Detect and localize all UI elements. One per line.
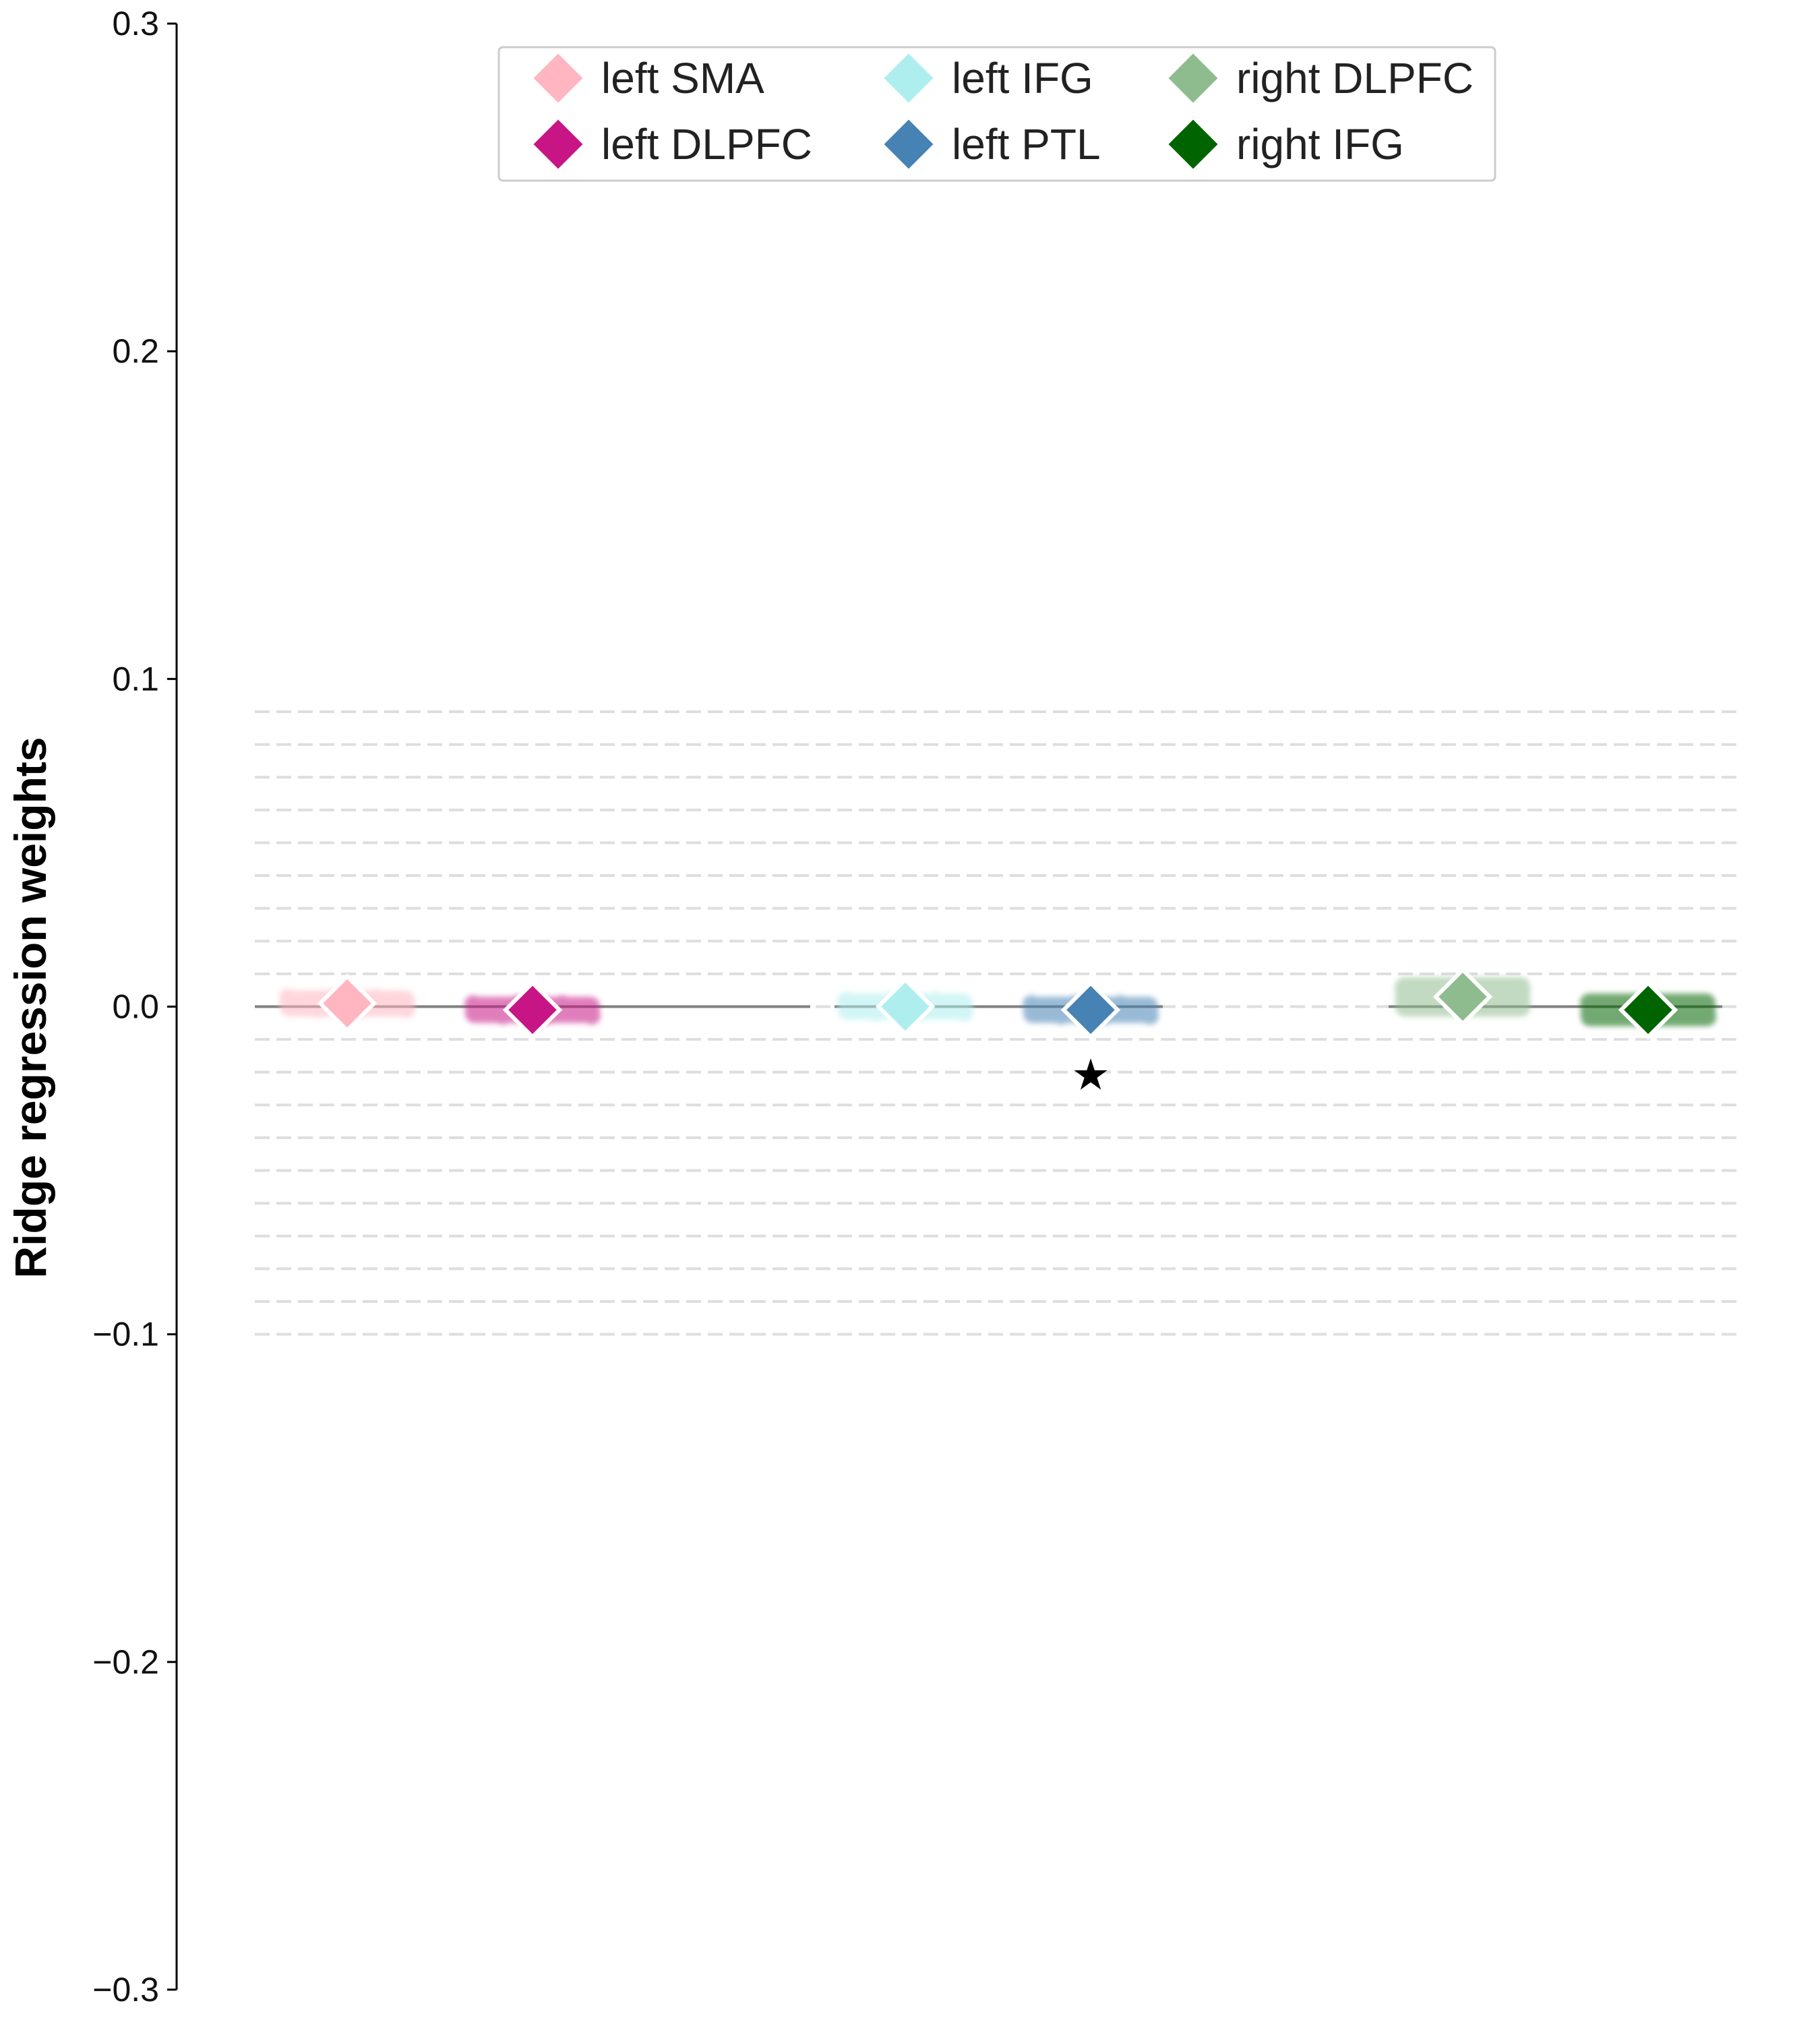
legend-label: left SMA (601, 54, 764, 102)
legend-label: right DLPFC (1236, 54, 1474, 102)
sample-point (398, 1000, 415, 1018)
mean-marker-left-dlpfc (502, 980, 563, 1040)
sample-point (1513, 997, 1531, 1015)
sample-point (1023, 995, 1040, 1013)
mean-marker-left-ifg (875, 977, 936, 1037)
significance-markers: ★ (1071, 1050, 1110, 1099)
sample-point (568, 1001, 586, 1019)
sample-point (294, 994, 311, 1012)
legend: left SMA left DLPFC left IFG left PTL right … (497, 46, 1496, 182)
legend-swatch (879, 49, 938, 108)
sample-point (956, 1004, 973, 1022)
legend-label: left PTL (952, 120, 1101, 168)
y-tick-label: 0.0 (112, 988, 159, 1026)
significance-star: ★ (1071, 1050, 1110, 1099)
sample-point (852, 998, 870, 1016)
legend-swatch (1163, 49, 1223, 108)
sample-point (1684, 1001, 1701, 1019)
sample-point (464, 995, 482, 1013)
sample-point (1409, 987, 1427, 1006)
mean-marker-right-ifg (1618, 980, 1678, 1040)
legend-swatch (528, 115, 588, 174)
y-tick-label: −0.1 (92, 1316, 159, 1353)
sample-point (1037, 1001, 1055, 1019)
mean-marker-left-ptl (1060, 980, 1121, 1040)
sample-point (479, 1001, 497, 1019)
sample-point (383, 994, 400, 1012)
mean-marker-right-dlpfc (1432, 967, 1493, 1027)
y-tick-label: −0.2 (92, 1643, 159, 1681)
sample-clouds (279, 977, 1716, 1027)
y-axis: 0.3 0.2 0.1 0.0 −0.1 −0.2 −0.3 (92, 5, 178, 2009)
legend-label: right IFG (1236, 120, 1404, 168)
sample-point (1126, 1001, 1144, 1019)
sample-point (1595, 1001, 1612, 1019)
sample-point (837, 991, 855, 1010)
legend-label: left DLPFC (601, 120, 812, 168)
sample-point (1580, 993, 1598, 1012)
legend-swatch (1163, 115, 1223, 174)
mean-markers (317, 967, 1678, 1040)
y-tick-label: 0.2 (112, 332, 159, 370)
mean-marker-left-sma (317, 973, 377, 1033)
sample-point (279, 988, 297, 1006)
sample-point (583, 1007, 601, 1025)
sample-point (1699, 1008, 1716, 1027)
sample-point (941, 998, 959, 1016)
legend-swatch (879, 115, 938, 174)
y-axis-label: Ridge regression weights (5, 737, 55, 1278)
legend-swatch (528, 49, 588, 108)
y-tick-label: 0.3 (112, 5, 159, 42)
legend-label: left IFG (952, 54, 1093, 102)
y-tick-label: −0.3 (92, 1971, 159, 2009)
sample-point (1141, 1007, 1159, 1025)
sample-point (1498, 987, 1516, 1006)
sample-point (1395, 979, 1412, 997)
legend-box (497, 46, 1496, 182)
y-tick-label: 0.1 (112, 660, 159, 698)
